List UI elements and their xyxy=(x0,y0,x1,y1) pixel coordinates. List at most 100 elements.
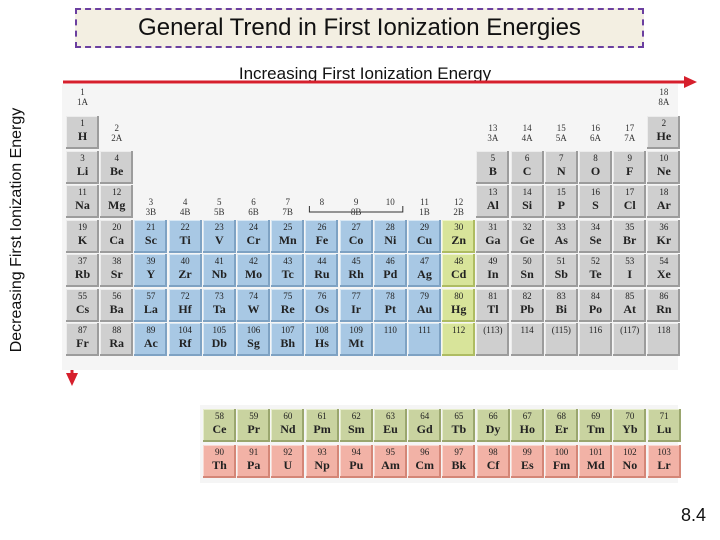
element-symbol: Np xyxy=(314,458,330,472)
element-cell: (113) xyxy=(476,323,510,356)
atomic-number: 105 xyxy=(212,325,227,335)
atomic-number: 98 xyxy=(488,447,498,457)
atomic-number: 90 xyxy=(215,447,224,457)
element-cell: 76 Os xyxy=(305,288,339,322)
element-cell: 59 Pr xyxy=(237,409,271,442)
atomic-number: 111 xyxy=(418,325,431,335)
atomic-number: 62 xyxy=(351,411,361,421)
element-cell: 107 Bh xyxy=(271,323,305,356)
element-cell: 43 Tc xyxy=(271,254,305,287)
element-cell: 35 Br xyxy=(613,219,647,253)
group-label: 14 4A xyxy=(511,123,544,143)
atomic-number: 44 xyxy=(317,256,327,266)
atomic-number: 59 xyxy=(249,411,259,421)
atomic-number: 61 xyxy=(317,411,327,421)
atomic-number: 40 xyxy=(180,256,190,266)
element-symbol: Cr xyxy=(246,232,261,247)
element-cell: 14 Si xyxy=(510,185,544,218)
element-cell: 92 U xyxy=(271,445,305,478)
atomic-number: 39 xyxy=(146,256,156,266)
atomic-number: 85 xyxy=(625,290,635,301)
element-symbol: Sg xyxy=(247,336,260,350)
element-cell: 98 Cf xyxy=(476,445,510,478)
atomic-number: 96 xyxy=(420,447,430,457)
element-cell: 66 Dy xyxy=(476,409,510,442)
atomic-number: 112 xyxy=(452,325,466,335)
element-cell: 31 Ga xyxy=(476,219,510,253)
atomic-number: 26 xyxy=(317,221,327,232)
atomic-number: 52 xyxy=(591,256,600,266)
element-symbol: Ni xyxy=(384,232,397,247)
atomic-number: 55 xyxy=(78,290,87,301)
element-symbol: C xyxy=(522,163,532,178)
element-symbol: Cl xyxy=(623,198,636,212)
element-cell: 62 Sm xyxy=(339,409,373,442)
element-symbol: Bi xyxy=(555,301,567,316)
element-symbol: Sb xyxy=(554,267,568,281)
element-cell: 112 xyxy=(442,323,476,356)
group-label: 5 5B xyxy=(203,197,236,217)
element-symbol: Tc xyxy=(281,267,294,281)
element-cell: 36 Kr xyxy=(647,219,681,253)
element-cell: 79 Au xyxy=(408,288,441,322)
element-cell: 78 Pt xyxy=(373,288,407,322)
element-cell: 71 Lu xyxy=(647,409,681,442)
element-symbol: Ti xyxy=(179,232,191,247)
element-symbol: Xe xyxy=(656,267,671,281)
element-symbol: Ac xyxy=(143,336,158,350)
atomic-number: 49 xyxy=(488,256,498,266)
atomic-number: 23 xyxy=(214,221,224,232)
atomic-number: 66 xyxy=(488,411,498,421)
element-cell: 56 Ba xyxy=(100,288,134,322)
element-symbol: Na xyxy=(75,198,90,212)
element-cell: 32 Ge xyxy=(510,219,544,253)
element-cell: 82 Pb xyxy=(510,288,544,322)
atomic-number: 102 xyxy=(623,447,637,457)
atomic-number: 32 xyxy=(522,221,532,232)
atomic-number: 78 xyxy=(385,290,395,301)
element-cell: 49 In xyxy=(476,254,510,287)
element-symbol: Cs xyxy=(75,301,90,316)
element-cell: 110 xyxy=(373,323,407,356)
group-number: 5 xyxy=(217,197,222,207)
atomic-number: 30 xyxy=(454,221,464,232)
element-cell: 83 Bi xyxy=(544,288,578,322)
atomic-number: 31 xyxy=(488,221,498,232)
atomic-number: 64 xyxy=(420,411,430,421)
atomic-number: 29 xyxy=(420,221,429,232)
element-cell: 101 Md xyxy=(579,445,613,478)
element-symbol: Cu xyxy=(416,232,433,247)
element-symbol: U xyxy=(283,458,293,472)
atomic-number: 10 xyxy=(659,152,669,163)
atomic-number: 99 xyxy=(522,447,532,457)
element-symbol: Ra xyxy=(109,336,125,350)
element-symbol: Th xyxy=(212,458,227,472)
atomic-number: 46 xyxy=(385,256,395,266)
group-sub: 6A xyxy=(590,133,601,143)
group-sub: 7A xyxy=(624,133,636,143)
element-cell: 72 Hf xyxy=(168,288,202,322)
element-cell: 24 Cr xyxy=(237,219,270,253)
element-cell: 12 Mg xyxy=(100,185,134,218)
element-symbol: Ne xyxy=(656,163,671,178)
group-sub: 6B xyxy=(248,207,259,217)
element-symbol: K xyxy=(77,232,88,247)
element-symbol: Ta xyxy=(212,301,226,316)
atomic-number: 43 xyxy=(283,256,293,266)
group-sub: 4A xyxy=(521,133,533,143)
element-cell: 73 Ta xyxy=(202,288,236,322)
element-symbol: Ce xyxy=(212,422,227,436)
element-cell: 37 Rb xyxy=(66,254,99,287)
atomic-number: 57 xyxy=(146,290,156,301)
element-cell: (115) xyxy=(544,323,578,356)
group-label: 8 xyxy=(305,197,338,207)
group-label: 3 3B xyxy=(134,197,167,217)
element-cell: 34 Se xyxy=(579,219,612,253)
element-symbol: Ar xyxy=(656,198,671,212)
atomic-number: 77 xyxy=(351,290,361,301)
atomic-number: 84 xyxy=(591,290,600,301)
